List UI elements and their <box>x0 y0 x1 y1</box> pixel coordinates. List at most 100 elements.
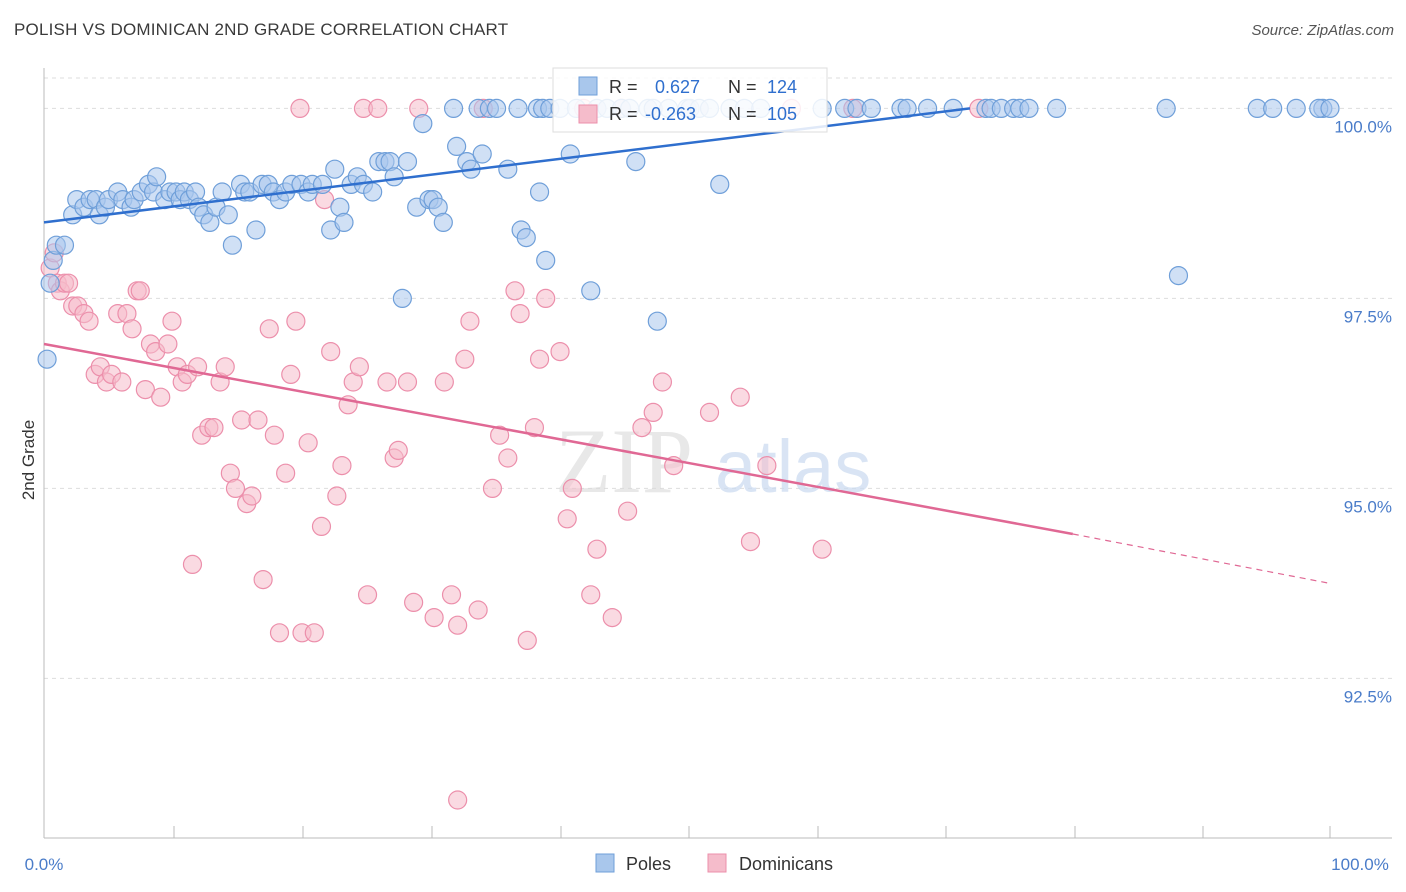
trend-line-poles <box>43 107 971 224</box>
poles-point <box>498 159 518 179</box>
dominicans-point <box>377 372 397 392</box>
dominicans-point <box>388 440 408 460</box>
poles-point <box>447 136 467 156</box>
poles-point <box>363 182 383 202</box>
poles-point <box>147 167 167 187</box>
poles-point <box>222 235 242 255</box>
dominicans-point <box>562 478 582 498</box>
poles-point <box>246 220 266 240</box>
legend-label-dominicans: Dominicans <box>739 854 833 874</box>
dominicans-point <box>498 448 518 468</box>
dominicans-point <box>468 600 488 620</box>
dominicans-point <box>248 410 268 430</box>
poles-point <box>443 98 464 119</box>
poles-point <box>312 174 333 194</box>
poles-point <box>647 311 667 331</box>
dominicans-point <box>357 585 378 605</box>
dominicans-point <box>505 281 525 301</box>
trend-line-dominicans-extension <box>1072 533 1331 584</box>
stats-r-value-poles: 0.627 <box>655 77 700 97</box>
dominicans-point <box>276 463 296 483</box>
poles-point <box>1156 98 1176 119</box>
poles-point <box>392 288 412 308</box>
poles-point <box>334 212 354 232</box>
legend-swatch-poles <box>595 853 615 873</box>
dominicans-point <box>298 433 318 453</box>
dominicans-point <box>448 790 468 810</box>
poles-point <box>486 98 507 119</box>
stats-swatch-dominicans <box>578 104 598 124</box>
poles-point <box>1168 266 1189 286</box>
dominicans-point <box>730 387 750 407</box>
dominicans-point <box>269 623 290 643</box>
watermark-atlas: atlas <box>715 425 871 508</box>
dominicans-point <box>286 311 306 331</box>
dominicans-point <box>259 319 279 339</box>
dominicans-point <box>327 486 347 506</box>
y-tick-label: 97.5% <box>1344 307 1392 326</box>
legend-swatch-dominicans <box>707 853 727 873</box>
poles-point <box>1019 98 1039 119</box>
dominicans-point <box>434 372 454 392</box>
poles-point <box>384 167 404 187</box>
dominicans-point <box>510 304 530 324</box>
poles-point <box>218 205 238 225</box>
stats-r-value-dominicans: -0.263 <box>645 104 696 124</box>
dominicans-point <box>699 402 720 422</box>
poles-point <box>1286 98 1306 119</box>
dominicans-point <box>349 357 369 377</box>
dominicans-point <box>557 509 577 529</box>
poles-point <box>581 281 601 301</box>
stats-r-label-poles: R = <box>609 77 638 97</box>
dominicans-point <box>304 623 324 643</box>
dominicans-point <box>740 531 761 552</box>
dominicans-point <box>524 418 545 438</box>
legend-label-poles: Poles <box>626 854 671 874</box>
dominicans-point <box>321 342 341 362</box>
poles-point <box>413 113 433 134</box>
stats-n-label-poles: N = <box>728 77 757 97</box>
dominicans-point <box>602 607 622 628</box>
dominicans-point <box>536 288 556 308</box>
chart-title: POLISH VS DOMINICAN 2ND GRADE CORRELATIO… <box>14 20 509 39</box>
dominicans-point <box>79 311 99 331</box>
poles-point <box>40 273 60 293</box>
dominicans-point <box>58 273 79 293</box>
poles-point <box>861 98 881 119</box>
bottom-legend: Poles Dominicans <box>595 853 833 874</box>
poles-point <box>433 212 453 232</box>
poles-point <box>397 152 418 172</box>
dominicans-point <box>643 402 663 422</box>
dominicans-point <box>253 569 273 590</box>
poles-point <box>560 144 580 164</box>
axes: 100.0% 97.5% 95.0% 92.5% <box>43 68 1392 839</box>
stats-n-value-poles: 124 <box>767 77 797 97</box>
dominicans-point <box>204 418 224 438</box>
poles-point <box>529 182 550 202</box>
dominicans-point <box>812 539 832 559</box>
dominicans-point <box>158 334 178 354</box>
dominicans-point <box>162 311 182 331</box>
dominicans-point <box>482 478 503 498</box>
stats-n-value-dominicans: 105 <box>767 104 797 124</box>
dominicans-point <box>151 387 171 407</box>
dominicans-point <box>618 501 638 521</box>
poles-point <box>212 182 232 202</box>
series-poles <box>37 98 1340 369</box>
poles-point <box>516 228 536 248</box>
x-tick-label-right: 100.0% <box>1331 855 1389 874</box>
poles-point <box>1047 98 1067 119</box>
dominicans-point <box>587 539 607 559</box>
dominicans-point <box>550 342 570 362</box>
dominicans-point <box>581 585 601 605</box>
dominicans-point <box>652 372 673 392</box>
poles-point <box>325 159 345 179</box>
dominicans-point <box>332 456 352 476</box>
dominicans-point <box>632 418 652 438</box>
dominicans-point <box>264 425 284 445</box>
dominicans-point <box>281 364 301 384</box>
dominicans-point <box>215 357 235 377</box>
dominicans-point <box>135 380 155 400</box>
dominicans-point <box>441 585 462 605</box>
